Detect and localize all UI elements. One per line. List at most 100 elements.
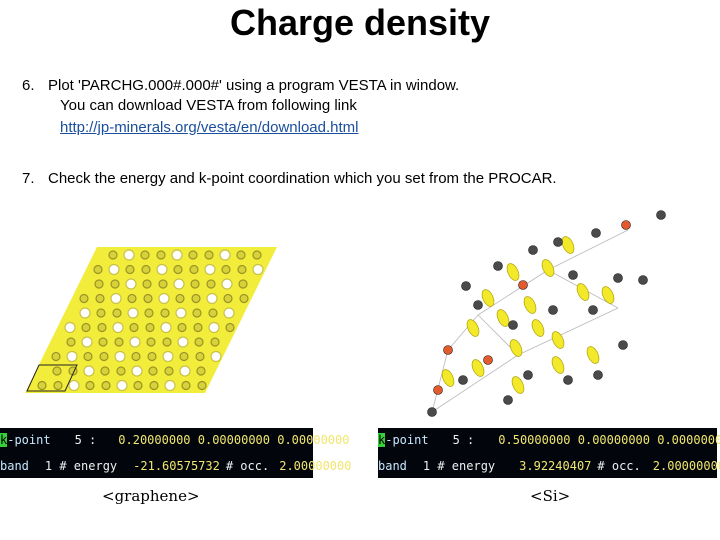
kpoint-row: k-point 5 : 0.20000000 0.00000000 0.000000…	[0, 430, 349, 450]
si-density-lobe	[576, 283, 590, 301]
graphene-atom	[142, 279, 152, 289]
si-atom	[427, 407, 437, 417]
si-atom	[461, 281, 471, 291]
si-density-lobe	[506, 263, 520, 281]
si-atom	[458, 375, 468, 385]
graphene-atom	[190, 279, 200, 289]
band-row: band 1 # energy -21.60575732 # occ. 2.000000…	[0, 456, 351, 476]
graphene-atom	[164, 366, 174, 376]
graphene-atom	[239, 293, 249, 304]
occ-value: 2.00000000	[652, 459, 720, 473]
graphene-density-plot	[25, 247, 277, 393]
graphene-atom	[149, 380, 159, 391]
occ-label: # occ.	[597, 459, 641, 473]
graphene-atom	[237, 264, 247, 275]
kpoint-label: -point	[385, 433, 429, 447]
graphene-atom	[133, 380, 143, 391]
caption-graphene: <graphene>	[102, 487, 200, 505]
si-atom	[618, 340, 628, 350]
graphene-atom	[140, 250, 150, 260]
si-density-lobe	[511, 376, 525, 394]
step-7-text: Check the energy and k-point coordinatio…	[48, 170, 557, 187]
si-density-lobe	[541, 259, 555, 277]
graphene-atom	[145, 322, 155, 333]
kpoint-index: 5 :	[74, 433, 97, 447]
step-7: 7. Check the energy and k-point coordinat…	[22, 168, 557, 189]
si-atom	[523, 370, 533, 380]
si-atom	[528, 245, 538, 255]
graphene-atom-grid	[37, 249, 264, 392]
graphene-atom	[81, 336, 93, 348]
graphene-atom	[127, 293, 137, 304]
graphene-atom	[158, 279, 168, 289]
graphene-atom	[177, 336, 189, 348]
graphene-atom	[160, 308, 170, 318]
si-atom	[553, 237, 563, 247]
graphene-atom	[99, 351, 109, 362]
si-atom	[443, 345, 453, 355]
kpoint-tag: k	[0, 433, 8, 447]
graphene-atom	[223, 307, 235, 319]
si-density-lobe	[531, 319, 545, 337]
vesta-download-link[interactable]: http://jp-minerals.org/vesta/en/download…	[60, 119, 359, 136]
graphene-atom	[66, 350, 78, 363]
terminal-graphene: k-point 5 : 0.20000000 0.00000000 0.000000…	[0, 428, 351, 478]
graphene-atom	[85, 380, 95, 391]
graphene-atom	[156, 263, 168, 276]
graphene-atom	[191, 293, 201, 304]
graphene-atom	[37, 380, 47, 391]
kpoint-coords: 0.50000000 0.00000000 0.00000000	[498, 433, 720, 447]
graphene-atom	[238, 279, 248, 289]
energy-value: 3.92240407	[519, 459, 592, 473]
graphene-atom	[181, 380, 191, 391]
graphene-atom	[64, 321, 76, 334]
graphene-atom	[173, 264, 183, 275]
si-atom	[593, 370, 603, 380]
si-atom	[493, 261, 503, 271]
caption-si: <Si>	[530, 487, 571, 505]
graphene-atom	[66, 337, 76, 347]
si-density-lobe	[601, 286, 615, 304]
graphene-atom	[236, 250, 246, 260]
graphene-atom	[208, 321, 220, 334]
graphene-atom	[148, 366, 158, 376]
si-density-lobe	[561, 236, 575, 254]
graphene-atom	[204, 263, 216, 276]
graphene-atom	[143, 293, 153, 304]
graphene-atom	[131, 351, 141, 362]
graphene-atom	[221, 264, 231, 275]
kpoint-tag: k	[378, 433, 386, 447]
graphene-atom	[179, 365, 191, 377]
graphene-atom	[114, 337, 124, 347]
graphene-atom	[53, 380, 63, 391]
graphene-atom	[110, 292, 122, 305]
graphene-atom	[175, 293, 185, 304]
kpoint-index: 5 :	[452, 433, 475, 447]
graphene-atom	[210, 337, 220, 347]
graphene-atom	[188, 250, 198, 260]
graphene-atom	[81, 322, 91, 333]
graphene-atom	[112, 308, 122, 318]
graphene-atom	[194, 337, 204, 347]
si-density-lobe	[481, 289, 495, 307]
si-density-lobe	[523, 296, 537, 314]
si-atom	[548, 305, 558, 315]
occ-value: 2.00000000	[279, 459, 352, 473]
graphene-atom	[129, 322, 139, 333]
si-density-lobe	[586, 346, 600, 364]
graphene-atom	[147, 351, 157, 362]
graphene-atom	[116, 379, 128, 392]
graphene-atom	[162, 337, 172, 347]
graphene-atom	[141, 264, 151, 275]
si-atom	[473, 300, 483, 310]
si-density-lobe	[496, 309, 510, 327]
si-atom	[656, 210, 666, 220]
graphene-atom	[131, 365, 143, 377]
band-index: 1 # energy	[44, 459, 118, 473]
si-atom	[518, 280, 528, 290]
si-density-plot	[427, 210, 666, 417]
graphene-atom	[51, 351, 61, 362]
graphene-atom	[123, 249, 135, 261]
si-density-lobe	[551, 331, 565, 349]
unit-cell-outline	[26, 364, 78, 392]
